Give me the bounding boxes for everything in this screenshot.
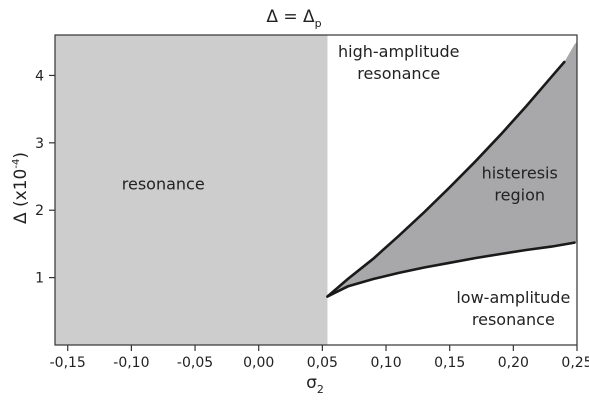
x-axis: -0,15 -0,10 -0,05 0,00 0,05 0,10 0,15 0,20 0,25 (50, 345, 589, 371)
xlabel-main: σ (306, 373, 317, 393)
label-histeresis-line: histeresis (482, 163, 558, 182)
ylabel-superscript: -4 (11, 159, 22, 169)
y-tick-label: 1 (35, 271, 44, 287)
y-tick-label: 3 (35, 136, 44, 152)
plot-regions (55, 35, 577, 345)
x-tick-label: -0,05 (177, 355, 213, 371)
label-high-amplitude-line: high-amplitude (338, 42, 460, 61)
y-axis: 1 2 3 4 (35, 68, 55, 287)
label-high-amplitude-line: resonance (357, 64, 440, 83)
x-tick-label: -0,10 (113, 355, 149, 371)
x-tick-label: 0,10 (370, 355, 401, 371)
title-main: Δ = Δ (266, 7, 315, 27)
ylabel-main: Δ (x10 (11, 169, 31, 224)
y-axis-title: Δ (x10-4) (11, 152, 31, 224)
x-tick-label: 0,00 (243, 355, 274, 371)
x-tick-label: 0,25 (561, 355, 589, 371)
y-tick-label: 4 (35, 68, 44, 84)
label-resonance-line: resonance (122, 174, 205, 193)
label-histeresis-line: region (494, 185, 545, 204)
x-tick-label: -0,15 (50, 355, 86, 371)
x-tick-label: 0,15 (434, 355, 465, 371)
label-low-amplitude-line: resonance (472, 310, 555, 329)
plot-annotations: resonance high-amplitude resonance histeres… (122, 42, 571, 329)
title-subscript: p (315, 17, 322, 30)
label-resonance: resonance (122, 174, 205, 193)
label-low-amplitude-line: low-amplitude (456, 288, 570, 307)
chart-title: Δ = Δp (266, 7, 321, 30)
upper-boundary-line (326, 60, 566, 298)
x-axis-title: σ2 (306, 373, 324, 396)
y-tick-label: 2 (35, 203, 44, 219)
ylabel-suffix: ) (11, 152, 31, 159)
x-tick-label: 0,05 (307, 355, 338, 371)
histeresis-region (327, 41, 577, 297)
label-high-amplitude: high-amplitude resonance (338, 42, 460, 83)
label-histeresis: histeresis region (482, 163, 558, 204)
resonance-region (55, 35, 328, 345)
lower-boundary-line (326, 241, 576, 298)
xlabel-subscript: 2 (317, 383, 324, 396)
x-tick-label: 0,20 (498, 355, 529, 371)
plot-lines (326, 60, 576, 298)
label-low-amplitude: low-amplitude resonance (456, 288, 570, 329)
plot-frame (54, 34, 578, 346)
